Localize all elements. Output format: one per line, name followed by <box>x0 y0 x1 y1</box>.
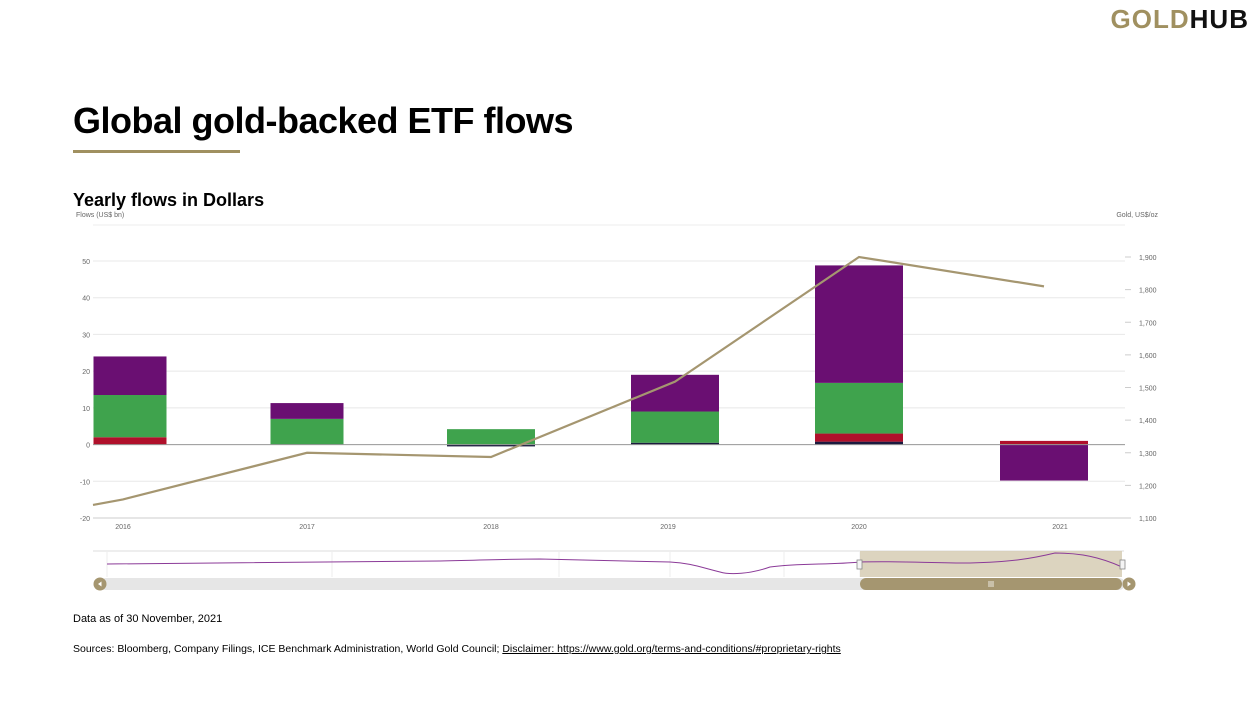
y2-tick-label: 1,700 <box>1139 320 1157 327</box>
navigator-handle-left[interactable] <box>856 559 863 570</box>
y2-tick-label: 1,900 <box>1139 255 1157 262</box>
y-tick-label: 10 <box>82 406 90 413</box>
bar-segment[interactable] <box>270 403 344 419</box>
y2-tick-label: 1,100 <box>1139 516 1157 523</box>
bar-series <box>93 265 1088 481</box>
title-underline <box>73 150 240 153</box>
y-tick-label: 50 <box>82 259 90 266</box>
grid-lines <box>93 224 1125 519</box>
chevron-left-icon <box>98 581 102 587</box>
x-tick-label: 2020 <box>851 524 867 531</box>
sources-note: Sources: Bloomberg, Company Filings, ICE… <box>73 643 841 655</box>
bar-segment[interactable] <box>815 265 903 383</box>
bar-segment[interactable] <box>447 444 535 447</box>
x-tick-label: 2018 <box>483 524 499 531</box>
sources-text: Sources: Bloomberg, Company Filings, ICE… <box>73 643 503 655</box>
logo-gold-text: GOLD <box>1110 4 1190 34</box>
y-tick-label: -20 <box>80 516 90 523</box>
bar-segment[interactable] <box>447 429 535 445</box>
page-title: Global gold-backed ETF flows <box>73 100 574 141</box>
gold-price-line <box>92 255 1045 507</box>
bar-segment[interactable] <box>93 356 167 396</box>
bar-segment[interactable] <box>631 442 719 445</box>
y2-tick-label: 1,800 <box>1139 288 1157 295</box>
bar-segment[interactable] <box>815 433 903 442</box>
bar-segment[interactable] <box>93 437 167 445</box>
navigator-series-line <box>106 552 1123 575</box>
y2-axis-ticks: 1,100 1,200 1,300 1,400 1,500 1,600 1,700 1,800… <box>1125 255 1157 523</box>
x-axis-ticks: 2016 2017 2018 2019 2020 2021 <box>93 517 1125 531</box>
logo-hub-text: HUB <box>1189 4 1249 34</box>
y2-tick-label: 1,400 <box>1139 418 1157 425</box>
x-tick-label: 2019 <box>660 524 676 531</box>
y2-axis-label: Gold, US$/oz <box>1116 212 1158 219</box>
y-axis-label: Flows (US$ bn) <box>76 212 124 219</box>
y2-tick-label: 1,600 <box>1139 353 1157 360</box>
bar-segment[interactable] <box>270 418 344 445</box>
x-tick-label: 2016 <box>115 524 131 531</box>
bar-segment[interactable] <box>631 411 719 443</box>
navigator-selected-range[interactable] <box>860 551 1122 577</box>
chart-title: Yearly flows in Dollars <box>73 190 265 210</box>
y2-tick-label: 1,300 <box>1139 451 1157 458</box>
y-tick-label: -10 <box>80 479 90 486</box>
y-tick-label: 0 <box>86 443 90 450</box>
y-axis-ticks: -20 -10 0 10 20 30 40 50 <box>80 259 90 523</box>
bar-segment[interactable] <box>815 382 903 434</box>
y2-tick-label: 1,500 <box>1139 386 1157 393</box>
bar-segment[interactable] <box>1000 440 1088 445</box>
y2-tick-label: 1,200 <box>1139 483 1157 490</box>
bar-segment[interactable] <box>1000 444 1088 481</box>
scrollbar-thumb-grip-icon <box>988 581 994 587</box>
y-tick-label: 30 <box>82 332 90 339</box>
y-tick-label: 20 <box>82 369 90 376</box>
goldhub-logo[interactable]: GOLDHUB <box>1111 4 1249 35</box>
data-as-of-note: Data as of 30 November, 2021 <box>73 613 223 625</box>
x-tick-label: 2021 <box>1052 524 1068 531</box>
bar-segment[interactable] <box>93 395 167 438</box>
bar-segment[interactable] <box>815 441 903 445</box>
x-tick-label: 2017 <box>299 524 315 531</box>
navigator-handle-right[interactable] <box>1119 559 1126 570</box>
disclaimer-link[interactable]: Disclaimer: https://www.gold.org/terms-a… <box>502 643 841 655</box>
chevron-right-icon <box>1127 581 1131 587</box>
y-tick-label: 40 <box>82 296 90 303</box>
range-navigator[interactable] <box>93 550 1136 591</box>
